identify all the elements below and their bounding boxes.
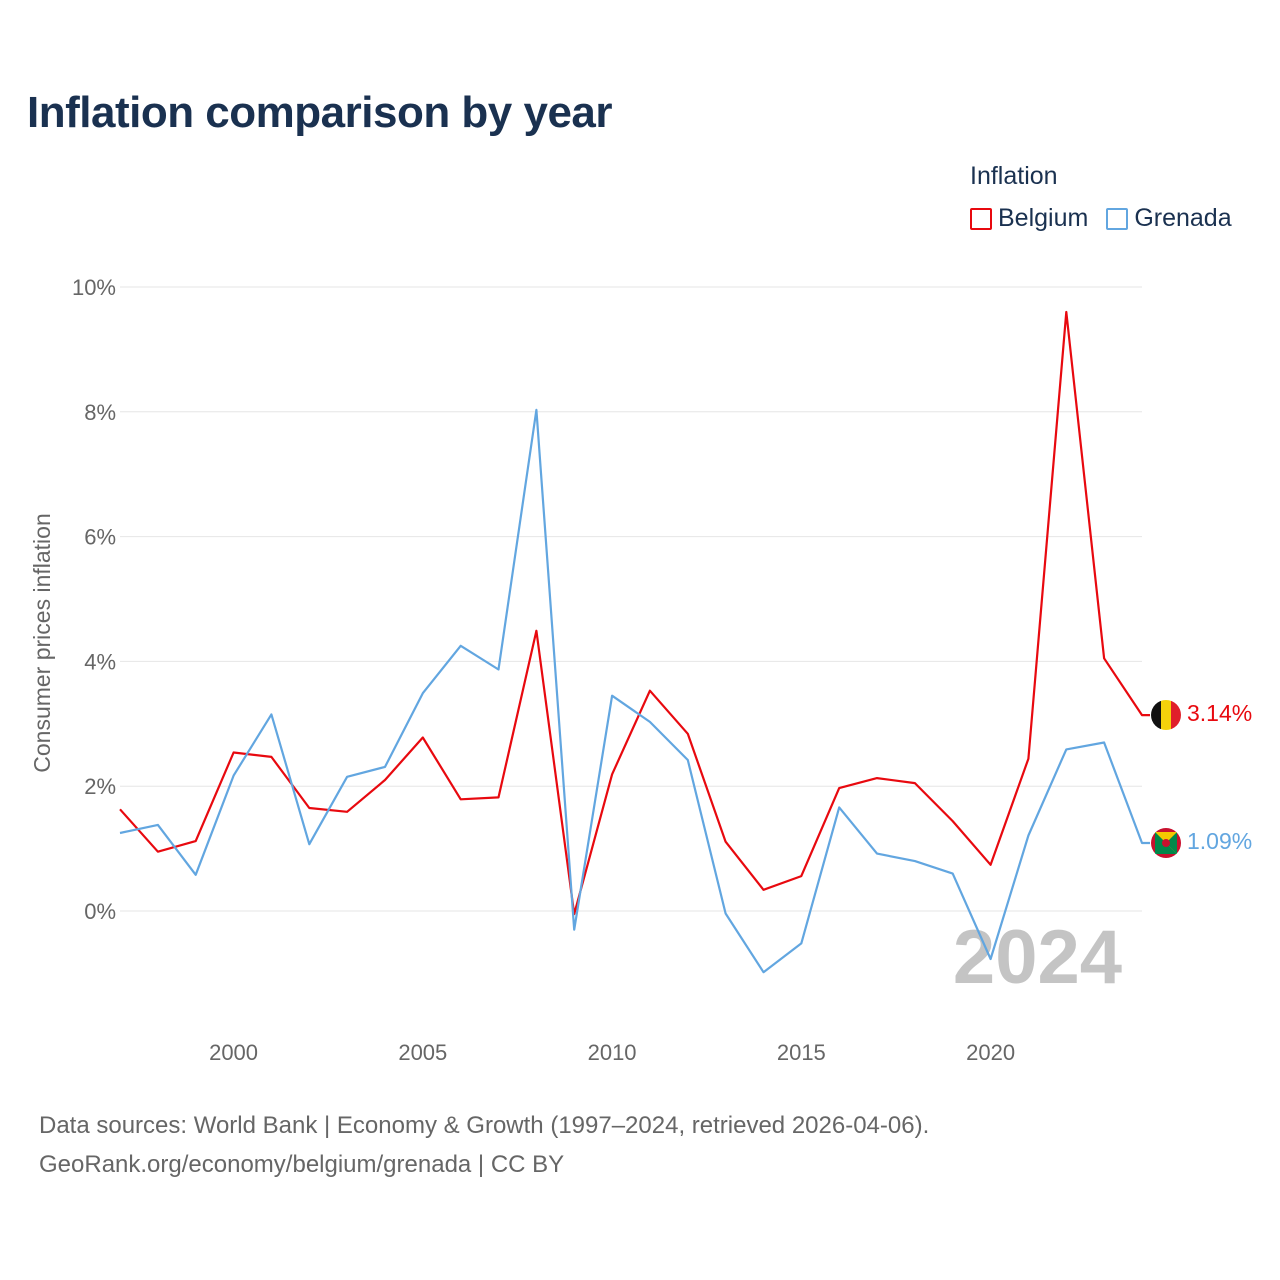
y-tick-label: 8% xyxy=(84,400,116,425)
year-watermark: 2024 xyxy=(953,915,1122,1000)
y-tick-label: 2% xyxy=(84,774,116,799)
legend: Belgium Grenada xyxy=(970,204,1232,233)
y-tick-label: 0% xyxy=(84,899,116,924)
y-axis-ticks: 0% 2% 4% 6% 8% 10% xyxy=(72,275,116,924)
source-link[interactable]: GeoRank.org/economy/belgium/grenada | CC… xyxy=(39,1151,565,1178)
grid-lines xyxy=(120,286,1142,912)
legend-swatch-grenada xyxy=(1106,207,1129,230)
belgium-end-value: 3.14% xyxy=(1187,700,1252,726)
legend-label-belgium: Belgium xyxy=(998,204,1089,232)
grenada-flag-icon xyxy=(1151,828,1181,858)
x-tick-label: 2015 xyxy=(777,1040,826,1065)
y-tick-label: 10% xyxy=(72,275,116,300)
legend-item-grenada[interactable]: Grenada xyxy=(1106,204,1232,233)
legend-title: Inflation xyxy=(970,162,1058,190)
series-line-grenada[interactable] xyxy=(119,408,1150,974)
data-source-note: Data sources: World Bank | Economy & Gro… xyxy=(39,1112,930,1139)
x-tick-label: 2005 xyxy=(398,1040,447,1065)
y-axis-title: Consumer prices inflation xyxy=(29,513,55,773)
x-tick-label: 2000 xyxy=(209,1040,258,1065)
footer: Data sources: World Bank | Economy & Gro… xyxy=(39,1106,929,1184)
series-lines xyxy=(119,310,1150,974)
inflation-line-chart: 0% 2% 4% 6% 8% 10% 2000 2005 2010 2015 2020 Consu… xyxy=(29,275,1252,1065)
belgium-flag-icon xyxy=(1151,700,1181,730)
y-tick-label: 6% xyxy=(84,525,116,550)
legend-item-belgium[interactable]: Belgium xyxy=(970,204,1088,233)
chart-title: Inflation comparison by year xyxy=(27,88,613,137)
legend-swatch-belgium xyxy=(970,207,992,230)
x-tick-label: 2020 xyxy=(966,1040,1015,1065)
series-line-belgium[interactable] xyxy=(119,310,1150,916)
y-tick-label: 4% xyxy=(84,649,116,674)
grenada-end-value: 1.09% xyxy=(1187,828,1252,854)
x-tick-label: 2010 xyxy=(588,1040,637,1065)
x-axis-ticks: 2000 2005 2010 2015 2020 xyxy=(209,1040,1015,1065)
legend-label-grenada: Grenada xyxy=(1134,204,1232,232)
